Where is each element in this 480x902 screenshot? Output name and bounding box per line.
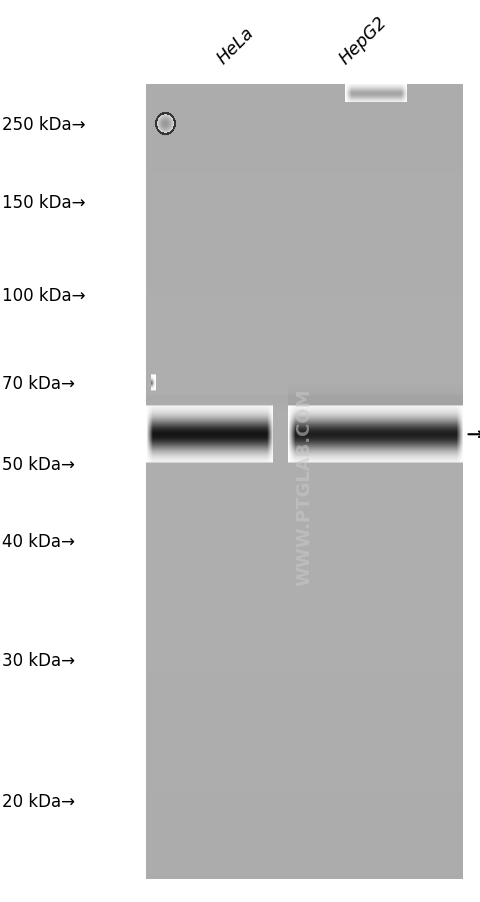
Text: 40 kDa→: 40 kDa→	[2, 532, 75, 550]
Text: HeLa: HeLa	[214, 23, 258, 68]
Text: 70 kDa→: 70 kDa→	[2, 374, 75, 392]
Text: 50 kDa→: 50 kDa→	[2, 456, 75, 474]
Text: 30 kDa→: 30 kDa→	[2, 651, 75, 669]
Text: WWW.PTGLAB.COM: WWW.PTGLAB.COM	[296, 389, 314, 585]
Text: 20 kDa→: 20 kDa→	[2, 792, 75, 810]
Text: 150 kDa→: 150 kDa→	[2, 194, 86, 212]
Text: 100 kDa→: 100 kDa→	[2, 287, 86, 305]
Text: HepG2: HepG2	[336, 13, 391, 68]
Text: 250 kDa→: 250 kDa→	[2, 115, 86, 133]
